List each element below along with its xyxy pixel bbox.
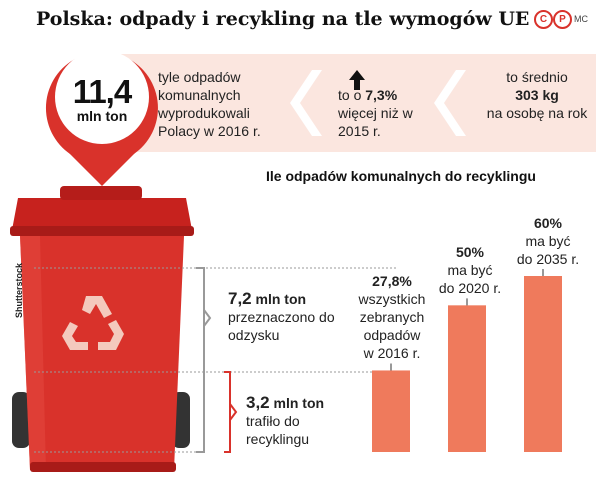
recovery-label: 7,2 mln ton przeznaczono do odzysku [228, 290, 358, 344]
bar-label-3: 60% ma być do 2035 r. [503, 214, 593, 268]
page-title: Polska: odpady i recykling na tle wymogó… [36, 8, 530, 30]
copyright-c-icon: C [534, 10, 553, 29]
recycled-value: 3,2 [246, 393, 270, 412]
chart-title: Ile odpadów komunalnych do recyklingu [266, 168, 536, 184]
headline-unit: mln ton [76, 108, 128, 124]
bar-label-1: 27,8% wszystkich zebranych odpadów w 2016 r. [347, 272, 437, 362]
facts-band [100, 54, 596, 152]
bar-category-label: ma być [447, 262, 493, 279]
bar-category-label: odpadów [363, 327, 421, 344]
arrow-up-icon [349, 70, 365, 90]
chevron-left-icon [434, 70, 466, 136]
recycled-text: trafiło do recyklingu [246, 413, 310, 447]
fact-increase-prefix: to o [338, 87, 362, 103]
bar-category-label: ma być [525, 233, 571, 249]
author-initials: MC [574, 14, 588, 24]
bar-category-label: wszystkich [358, 291, 426, 308]
recycled-bracket [224, 371, 231, 453]
fact-production: tyle odpadów komunalnych wyprodukowali P… [158, 69, 261, 139]
recycled-bracket-tip [229, 403, 238, 421]
bar-category-label: w 2016 r. [363, 345, 421, 362]
recovery-text: przeznaczono do odzysku [228, 309, 335, 343]
bar-label-2: 50% ma być do 2020 r. [425, 243, 515, 297]
bar-value-label: 60% [533, 215, 563, 231]
bar-2 [448, 305, 486, 452]
recycled-label: 3,2 mln ton trafiło do recyklingu [246, 394, 356, 448]
fact-increase-suffix: więcej niż w 2015 r. [338, 105, 413, 139]
recovery-unit: mln ton [255, 291, 307, 307]
copyright-p-icon: P [553, 10, 572, 29]
chevron-left-icon [290, 70, 322, 136]
bar-category-label: do 2020 r. [438, 280, 502, 297]
bar-value-label: 27,8% [372, 273, 412, 290]
recycled-unit: mln ton [273, 395, 325, 411]
fact-per-capita-prefix: to średnio [506, 69, 568, 85]
fact-per-capita-value: 303 kg [515, 87, 559, 103]
fact-per-capita-suffix: na osobę na rok [486, 105, 588, 121]
bar-value-label: 50% [455, 244, 485, 261]
recovery-bracket-tip [203, 309, 212, 327]
bar-category-label: zebranych [359, 309, 425, 326]
recovery-value: 7,2 [228, 289, 252, 308]
map-pin-icon [45, 50, 158, 186]
fact-increase-value: 7,3% [365, 87, 398, 103]
bar-3 [524, 276, 562, 452]
recovery-bracket [196, 267, 205, 453]
fact-increase: to o 7,3% więcej niż w 2015 r. [338, 86, 433, 140]
bar-category-label: do 2035 r. [516, 251, 580, 267]
fact-per-capita: to średnio 303 kg na osobę na rok [482, 68, 592, 122]
bar-1 [372, 370, 410, 452]
headline-value: 11,4 [72, 73, 132, 110]
